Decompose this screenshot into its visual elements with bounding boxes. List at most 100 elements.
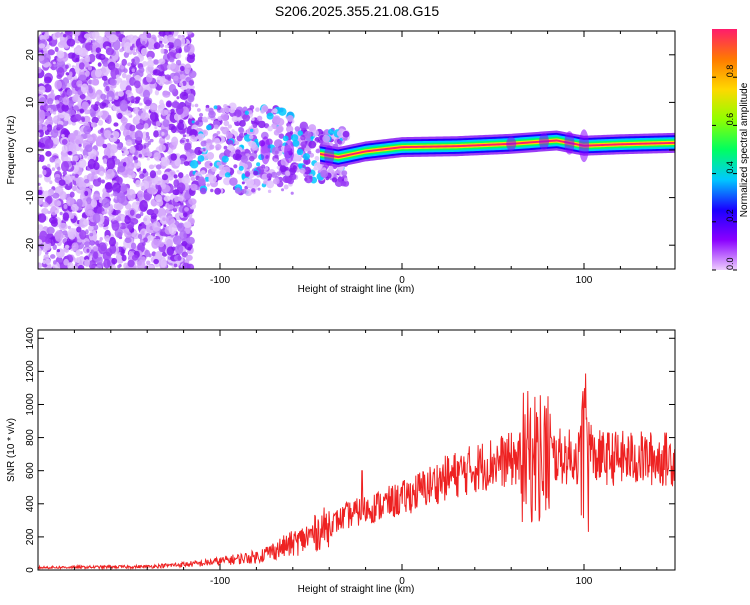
spectrogram-noise-blob — [130, 95, 135, 103]
spectrogram-noise-blob — [149, 138, 154, 143]
spectrogram-noise-blob — [162, 119, 170, 128]
spectrogram-noise-blob — [90, 198, 98, 208]
spectrogram-noise-blob — [119, 125, 125, 132]
spectrogram-noise-blob — [109, 34, 118, 43]
spectrogram-noise-blob — [177, 34, 182, 39]
spectrogram-x-tick-label: 100 — [576, 275, 593, 286]
spectrogram-transition-blob — [300, 134, 306, 141]
spectrogram-transition-blob — [276, 125, 284, 133]
spectrogram-transition-blob — [225, 131, 233, 140]
spectrogram-transition-blob — [274, 154, 279, 159]
spectrogram-noise-blob — [167, 41, 175, 49]
spectrogram-noise-blob — [173, 75, 179, 81]
spectrogram-noise-blob — [125, 139, 133, 146]
spectrogram-noise-blob — [106, 90, 115, 102]
snr-frame — [37, 329, 676, 571]
spectrogram-transition-blob — [189, 159, 199, 169]
spectrogram-noise-blob — [123, 150, 129, 156]
spectrogram-noise-blob — [110, 193, 114, 197]
spectrogram-transition-blob — [231, 129, 235, 133]
spectrogram-noise-blob — [173, 179, 180, 187]
spectrogram-noise-blob — [143, 215, 151, 226]
spectrogram-noise-blob — [80, 83, 89, 94]
spectrogram-noise-blob — [155, 120, 161, 127]
spectrogram-transition-blob — [267, 125, 273, 132]
spectrogram-noise-blob — [154, 194, 163, 203]
spectrogram-noise-blob — [169, 57, 175, 63]
spectrogram-noise-blob — [179, 230, 187, 241]
spectrogram-transition-blob — [229, 177, 238, 186]
spectrogram-noise-blob — [127, 96, 132, 101]
spectrogram-noise-blob — [106, 157, 116, 170]
colorbar-tick-label: 0.6 — [725, 113, 735, 126]
spectrogram-noise-blob — [59, 191, 67, 200]
spectrogram-noise-blob — [102, 143, 108, 149]
spectrogram-noise-blob — [175, 104, 184, 115]
snr-series-line — [38, 373, 675, 570]
spectrogram-noise-blob — [152, 220, 161, 232]
spectrogram-noise-blob — [39, 154, 45, 163]
spectrogram-noise-blob — [38, 262, 43, 269]
spectrogram-y-tick-label: 10 — [25, 96, 36, 108]
spectrogram-noise-blob — [185, 227, 191, 235]
spectrogram-transition-blob — [334, 170, 338, 174]
spectrogram-transition-blob — [266, 112, 274, 120]
spectrogram-transition-blob — [289, 131, 294, 135]
spectrogram-noise-blob — [162, 217, 166, 222]
spectrogram-noise-blob — [63, 258, 69, 266]
spectrogram-transition-blob — [241, 188, 247, 194]
spectrogram-transition-blob — [220, 107, 226, 114]
spectrogram-noise-blob — [58, 222, 68, 231]
spectrogram-noise-blob — [71, 203, 79, 212]
spectrogram-noise-blob — [131, 254, 138, 261]
spectrogram-noise-blob — [120, 185, 127, 193]
spectrogram-transition-blob — [228, 106, 236, 114]
spectrogram-transition-blob — [255, 107, 260, 112]
spectrogram-transition-blob — [297, 130, 304, 136]
spectrogram-transition-blob — [202, 148, 206, 152]
spectrogram-disturbance — [579, 129, 589, 163]
spectrogram-noise-blob — [183, 161, 190, 166]
spectrogram-noise-blob — [175, 59, 182, 66]
spectrogram-transition-blob — [239, 120, 246, 127]
spectrogram-noise-blob — [56, 50, 65, 59]
spectrogram-noise-blob — [185, 151, 191, 157]
spectrogram-noise-blob — [112, 182, 122, 194]
spectrogram-noise-blob — [88, 61, 92, 65]
spectrogram-noise-blob — [117, 96, 124, 101]
spectrogram-noise-blob — [137, 233, 143, 240]
spectrogram-transition-blob — [273, 158, 278, 163]
spectrogram-noise-blob — [155, 232, 160, 236]
spectrogram-noise-blob — [77, 264, 85, 269]
spectrogram-noise-blob — [175, 244, 184, 255]
spectrogram-noise-blob — [137, 242, 145, 253]
spectrogram-noise-blob — [84, 144, 93, 153]
spectrogram-transition-blob — [190, 152, 197, 159]
spectrogram-noise-blob — [39, 105, 44, 111]
spectrogram-transition-blob — [245, 153, 249, 157]
spectrogram-noise-blob — [48, 188, 55, 196]
spectrogram-noise-blob — [105, 47, 115, 56]
spectrogram-transition-blob — [314, 156, 320, 161]
spectrogram-noise-blob — [140, 47, 148, 56]
spectrogram-noise-blob — [137, 190, 144, 200]
spectrogram-transition-blob — [221, 155, 229, 163]
spectrogram-noise-blob — [100, 93, 107, 100]
spectrogram-transition-blob — [251, 188, 256, 193]
spectrogram-transition-blob — [223, 177, 232, 186]
spectrogram-noise-blob — [163, 195, 171, 202]
spectrogram-noise-blob — [148, 164, 155, 170]
spectrogram-transition-blob — [238, 165, 244, 171]
spectrogram-transition-blob — [342, 130, 350, 138]
spectrogram-noise-blob — [173, 113, 181, 121]
spectrogram-noise-blob — [85, 42, 94, 51]
spectrogram-noise-blob — [161, 182, 167, 190]
spectrogram-noise-blob — [135, 143, 144, 151]
spectrogram-disturbance — [260, 136, 271, 165]
spectrogram-noise-blob — [84, 54, 91, 63]
spectrogram-noise-blob — [139, 173, 145, 179]
spectrogram-noise-blob — [83, 33, 91, 39]
spectrogram-noise-blob — [154, 89, 160, 96]
